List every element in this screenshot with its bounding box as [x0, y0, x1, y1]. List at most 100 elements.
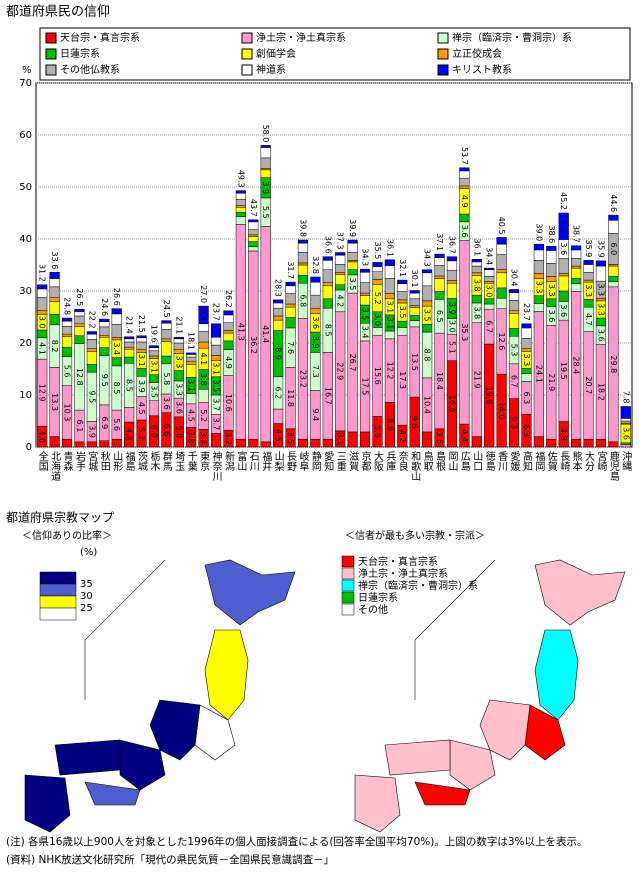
bar-segment — [86, 364, 97, 373]
data-label: 4.4 — [460, 429, 469, 442]
y-tick-label: 30 — [19, 286, 32, 297]
bar-segment — [484, 269, 495, 277]
bar-segment — [409, 292, 420, 300]
bar-segment — [161, 322, 172, 330]
bar-segment — [99, 337, 110, 348]
data-label: 5.9 — [373, 425, 382, 438]
bar-segment — [508, 289, 520, 293]
bar-segment — [235, 190, 246, 194]
bar-segment — [285, 285, 296, 294]
bar-segment — [61, 326, 73, 335]
bar-segment — [359, 292, 371, 296]
bar-segment — [335, 252, 346, 256]
data-label: 3.8 — [199, 373, 208, 386]
total-label: 27.0 — [199, 285, 208, 303]
data-label: 3.9 — [137, 380, 146, 393]
data-label: 3.6 — [547, 310, 556, 323]
legend-label: 日蓮宗系 — [358, 591, 398, 604]
x-tick-label: 鹿児島 — [607, 450, 619, 482]
bar-segment — [409, 307, 420, 316]
bar-segment — [297, 275, 309, 284]
bar-segment — [111, 324, 122, 338]
bar-segment — [248, 229, 259, 236]
data-label: 3.9 — [87, 425, 96, 438]
bar-segment — [571, 278, 582, 284]
data-label: 5.6 — [112, 418, 121, 431]
x-tick-label: 静岡 — [309, 450, 321, 472]
legend-swatch — [437, 64, 449, 76]
legend-swatch — [39, 571, 77, 585]
legend-swatch — [341, 579, 355, 592]
data-label: 3.1 — [212, 362, 221, 375]
bar-segment — [285, 303, 296, 308]
bar-segment — [533, 243, 544, 251]
bar-segment — [533, 249, 544, 261]
data-label: 3.3 — [174, 356, 183, 369]
data-label: 5.6 — [63, 365, 72, 378]
bar-segment — [434, 291, 445, 300]
y-tick-label: 70 — [19, 78, 32, 89]
bar-segment — [111, 308, 122, 315]
bar-segment — [508, 313, 520, 329]
data-label: 4.1 — [38, 342, 47, 355]
x-tick-label: 徳島 — [483, 450, 495, 472]
bar-segment — [49, 296, 60, 302]
bar-segment — [173, 338, 184, 344]
data-label: 3.1 — [149, 360, 158, 373]
bar-segment — [335, 272, 346, 275]
x-tick-label: 山口 — [471, 451, 482, 471]
total-label: 23.7 — [522, 303, 531, 321]
data-label: 16.7 — [323, 387, 332, 405]
bar-segment — [173, 342, 184, 350]
data-label: 6.9 — [100, 416, 109, 429]
map-subtitle: ＜信仰ありの比率＞ — [22, 529, 112, 542]
bar-segment — [248, 236, 259, 242]
x-tick-label: 岐阜 — [297, 450, 309, 472]
bar-segment — [198, 323, 209, 332]
data-label: 23.2 — [298, 370, 307, 388]
bar-segment — [608, 265, 619, 277]
bar-segment — [359, 431, 371, 448]
x-tick-label: 千葉 — [185, 451, 197, 472]
bar-segment — [459, 185, 470, 189]
bar-segment — [422, 300, 433, 307]
data-label: 8.5 — [323, 324, 332, 337]
bar-segment — [49, 286, 60, 298]
total-label: 38.6 — [547, 225, 556, 243]
inset-border — [414, 559, 496, 641]
bar-segment — [260, 145, 271, 148]
bar-segment — [496, 237, 507, 245]
bar-segment — [595, 438, 607, 448]
data-label: 3.8 — [472, 306, 481, 319]
data-label: 19.5 — [559, 362, 568, 380]
bar-segment — [74, 311, 85, 317]
bar-segment — [273, 307, 284, 317]
data-label: 16.6 — [447, 395, 456, 413]
bar-segment — [397, 299, 408, 304]
bar-segment — [248, 246, 259, 252]
map-region — [414, 781, 471, 806]
legend-label: 浄土宗・浄土真宗系 — [358, 567, 448, 580]
bar-segment — [508, 292, 520, 301]
legend-swatch — [241, 64, 253, 76]
bar-segment — [74, 308, 85, 313]
bar-segment — [384, 293, 395, 300]
total-label: 31.2 — [38, 264, 47, 282]
y-tick-label: 50 — [19, 182, 32, 193]
data-label: 3.9 — [447, 302, 456, 315]
bar-segment — [446, 260, 458, 271]
x-tick-label: 島根 — [434, 450, 446, 472]
x-tick-label: 神奈川 — [210, 450, 222, 481]
bar-segment — [136, 341, 147, 351]
data-label: 21.9 — [547, 373, 556, 391]
data-label: 8.5 — [125, 379, 134, 392]
bar-segment — [409, 305, 420, 308]
data-label: 3.3 — [596, 283, 605, 296]
bar-segment — [558, 257, 569, 274]
legend-label: 禅宗（臨済宗・曹洞宗）系 — [452, 31, 572, 44]
bar-segment — [248, 438, 259, 448]
bar-segment — [310, 281, 321, 296]
bar-segment — [459, 167, 470, 172]
total-label: 28.3 — [274, 279, 283, 297]
data-label: 4.1 — [199, 352, 208, 365]
